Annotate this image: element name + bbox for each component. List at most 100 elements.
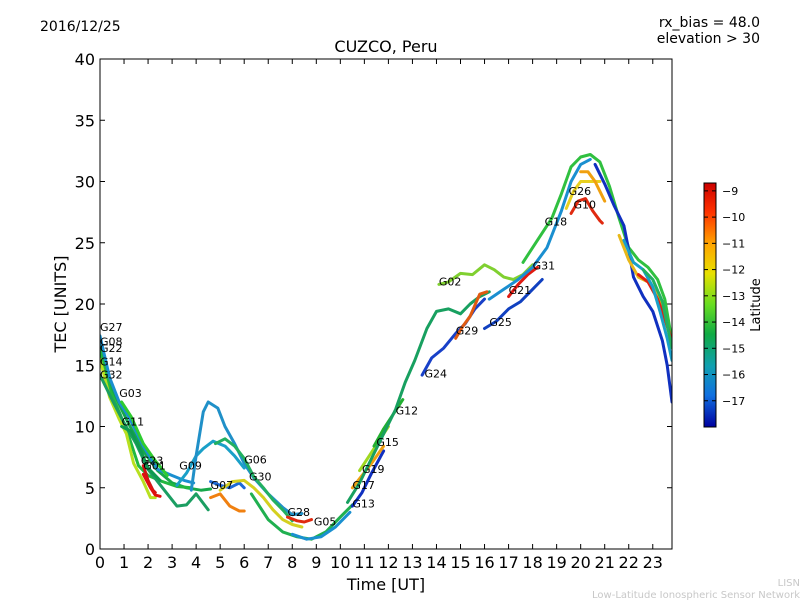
y-tick-label: 5 xyxy=(85,479,95,498)
y-tick-label: 25 xyxy=(75,234,95,253)
series-line-g09 xyxy=(175,439,246,487)
y-tick-label: 30 xyxy=(75,173,95,192)
series-line-g12 xyxy=(346,290,491,504)
series-line-g29 xyxy=(454,290,489,340)
prn-label: G11 xyxy=(122,415,145,428)
prn-label: G07 xyxy=(211,479,234,492)
series-line-g10 xyxy=(569,197,604,225)
series-line-g09b xyxy=(189,400,304,517)
prn-label: G26 xyxy=(569,185,592,198)
prn-label: G30 xyxy=(249,470,272,483)
y-tick-label: 35 xyxy=(75,111,95,130)
series-line-g21 xyxy=(507,265,539,299)
prn-label: G02 xyxy=(439,276,462,289)
series-line-g07 xyxy=(209,492,246,513)
prn-label: G15 xyxy=(376,436,399,449)
series-line-g30 xyxy=(218,478,304,529)
series-line-g11 xyxy=(120,425,162,482)
series-line-e5 xyxy=(641,268,672,350)
prn-label: G25 xyxy=(489,316,512,329)
prn-label: G19 xyxy=(362,463,385,476)
prn-label: G03 xyxy=(119,387,142,400)
colorbar-tick-label: −13 xyxy=(722,290,745,303)
series-line-g07b xyxy=(209,480,246,490)
series-line-g32 xyxy=(100,373,210,512)
y-axis-label: TEC [UNITS] xyxy=(51,256,70,354)
x-tick-label: 0 xyxy=(95,553,105,572)
colorbar-tick-label: −12 xyxy=(722,264,745,277)
colorbar-tick-label: −9 xyxy=(722,185,738,198)
footer-lisn: LISN xyxy=(778,578,800,589)
y-tick-label: 10 xyxy=(75,418,95,437)
series-line-g03 xyxy=(120,400,169,477)
x-tick-label: 15 xyxy=(450,553,470,572)
y-tick-label: 20 xyxy=(75,295,95,314)
prn-label: G10 xyxy=(573,198,596,211)
prn-label: G05 xyxy=(314,516,337,529)
x-tick-label: 8 xyxy=(287,553,297,572)
prn-label: G27 xyxy=(100,321,123,334)
y-tick-label: 15 xyxy=(75,356,95,375)
x-tick-label: 2 xyxy=(143,553,153,572)
plot-frame xyxy=(99,58,673,550)
x-tick-label: 23 xyxy=(643,553,663,572)
x-tick-label: 1 xyxy=(119,553,129,572)
series-line-g06 xyxy=(213,437,294,523)
series-line-g10b xyxy=(579,170,607,203)
colorbar-tick-label: −16 xyxy=(722,369,745,382)
series-line-g02 xyxy=(437,263,535,286)
elevation-text: elevation > 30 xyxy=(657,31,760,47)
x-tick-label: 18 xyxy=(522,553,542,572)
y-tick-label: 0 xyxy=(85,540,95,559)
series-line-g01 xyxy=(141,472,162,498)
prn-label: G14 xyxy=(100,355,123,368)
rx-bias-text: rx_bias = 48.0 xyxy=(659,15,760,31)
series-line-g31 xyxy=(487,157,592,301)
series-line-g25 xyxy=(483,278,544,330)
prn-label: G09 xyxy=(179,459,202,472)
prn-label: G28 xyxy=(287,506,310,519)
x-tick-label: 16 xyxy=(474,553,494,572)
x-tick-label: 12 xyxy=(378,553,398,572)
prn-label: G01 xyxy=(143,459,166,472)
x-tick-label: 5 xyxy=(215,553,225,572)
x-tick-label: 22 xyxy=(619,553,639,572)
x-tick-label: 3 xyxy=(167,553,177,572)
colorbar-label: Latitude xyxy=(749,278,764,332)
x-tick-label: 19 xyxy=(546,553,566,572)
colorbar-tick-label: −10 xyxy=(722,211,745,224)
prn-label: G22 xyxy=(100,342,123,355)
prn-label: G31 xyxy=(533,260,556,273)
x-tick-label: 4 xyxy=(191,553,201,572)
series-line-g22 xyxy=(100,349,193,490)
x-tick-label: 13 xyxy=(402,553,422,572)
colorbar-tick-label: −17 xyxy=(722,395,745,408)
series-line-g18 xyxy=(521,153,672,343)
series-line-g05b xyxy=(290,510,352,541)
x-tick-label: 11 xyxy=(354,553,374,572)
series-line-g28 xyxy=(286,515,313,524)
series-line-e1 xyxy=(593,162,672,404)
colorbar-tick-label: −15 xyxy=(722,342,745,355)
x-tick-label: 10 xyxy=(330,553,350,572)
colorbar-tick-label: −14 xyxy=(722,316,745,329)
prn-label: G21 xyxy=(509,284,532,297)
series-line-g27 xyxy=(100,341,213,492)
prn-label: G17 xyxy=(352,479,375,492)
x-tick-label: 20 xyxy=(570,553,590,572)
x-tick-label: 14 xyxy=(426,553,446,572)
x-tick-label: 7 xyxy=(263,553,273,572)
prn-label: G08 xyxy=(100,336,123,349)
series-line-g13 xyxy=(350,449,386,508)
prn-label: G29 xyxy=(456,325,479,338)
chart-date: 2016/12/25 xyxy=(40,19,121,35)
series-line-e4 xyxy=(622,238,672,362)
prn-label: G12 xyxy=(396,404,419,417)
prn-label: G24 xyxy=(424,368,447,381)
y-tick-label: 40 xyxy=(75,50,95,69)
x-axis-label: Time [UT] xyxy=(346,575,425,594)
x-tick-label: 21 xyxy=(595,553,615,572)
x-tick-label: 6 xyxy=(239,553,249,572)
chart-title: CUZCO, Peru xyxy=(334,37,437,56)
